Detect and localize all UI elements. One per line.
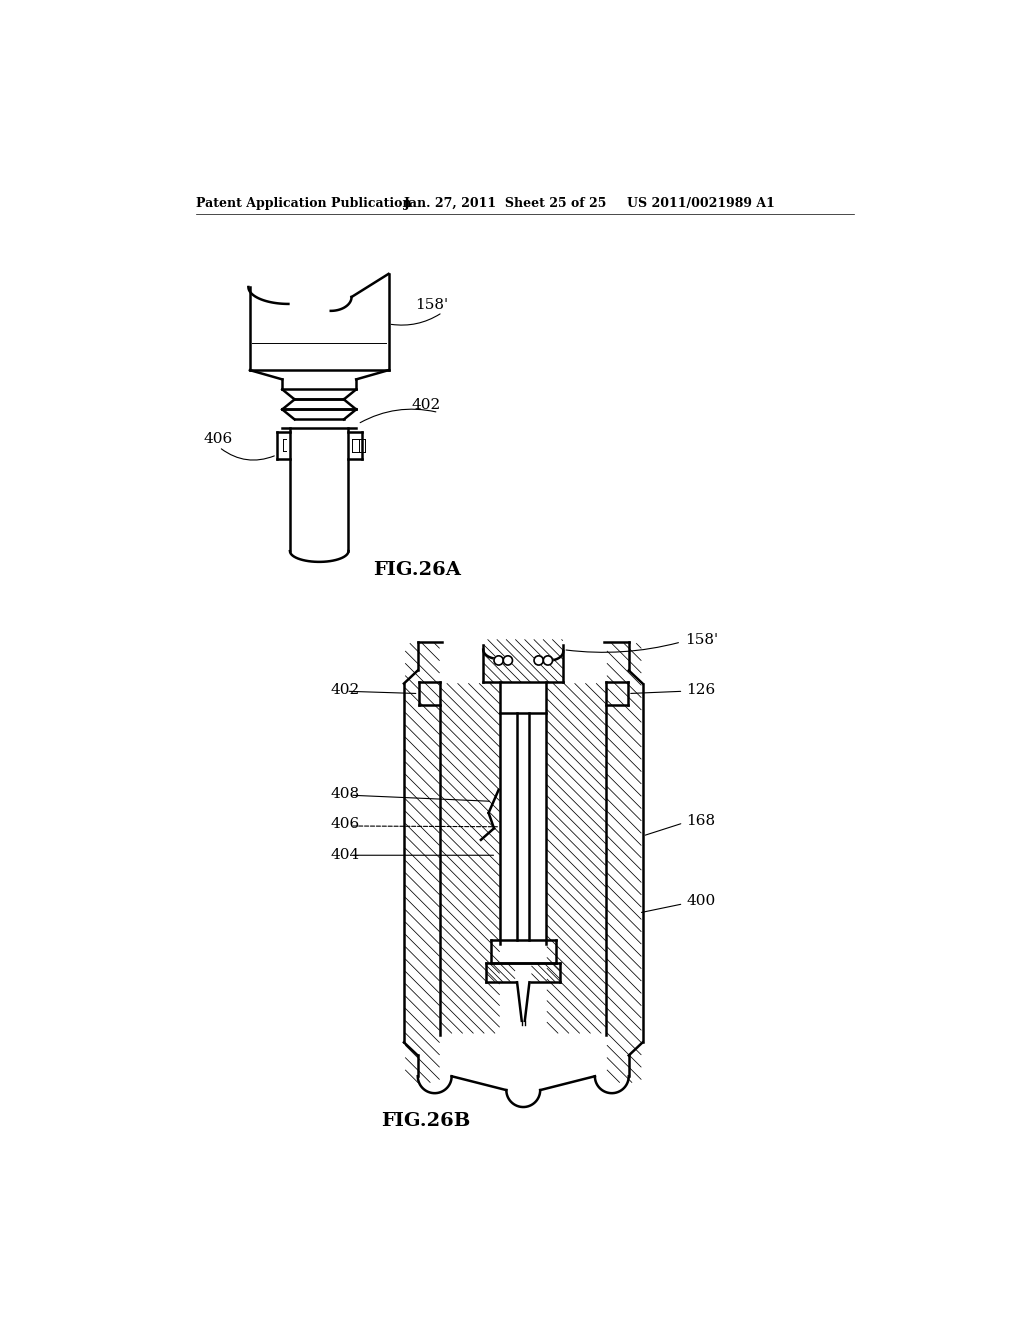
- Text: 126: 126: [686, 682, 716, 697]
- Text: 158': 158': [416, 298, 449, 312]
- Text: FIG.26B: FIG.26B: [381, 1111, 470, 1130]
- Text: 400: 400: [686, 895, 716, 908]
- Circle shape: [544, 656, 553, 665]
- Text: 408: 408: [331, 787, 359, 801]
- Text: FIG.26A: FIG.26A: [373, 561, 461, 579]
- Text: 158': 158': [685, 632, 718, 647]
- Text: US 2011/0021989 A1: US 2011/0021989 A1: [628, 197, 775, 210]
- Text: Patent Application Publication: Patent Application Publication: [196, 197, 412, 210]
- Text: 406: 406: [204, 433, 233, 446]
- Circle shape: [535, 656, 544, 665]
- Circle shape: [503, 656, 512, 665]
- Circle shape: [494, 656, 503, 665]
- Text: Jan. 27, 2011  Sheet 25 of 25: Jan. 27, 2011 Sheet 25 of 25: [403, 197, 607, 210]
- Text: 168: 168: [686, 813, 716, 828]
- Text: 406: 406: [331, 817, 360, 832]
- Text: 402: 402: [331, 682, 360, 697]
- Text: 402: 402: [412, 397, 441, 412]
- Text: 404: 404: [331, 849, 360, 862]
